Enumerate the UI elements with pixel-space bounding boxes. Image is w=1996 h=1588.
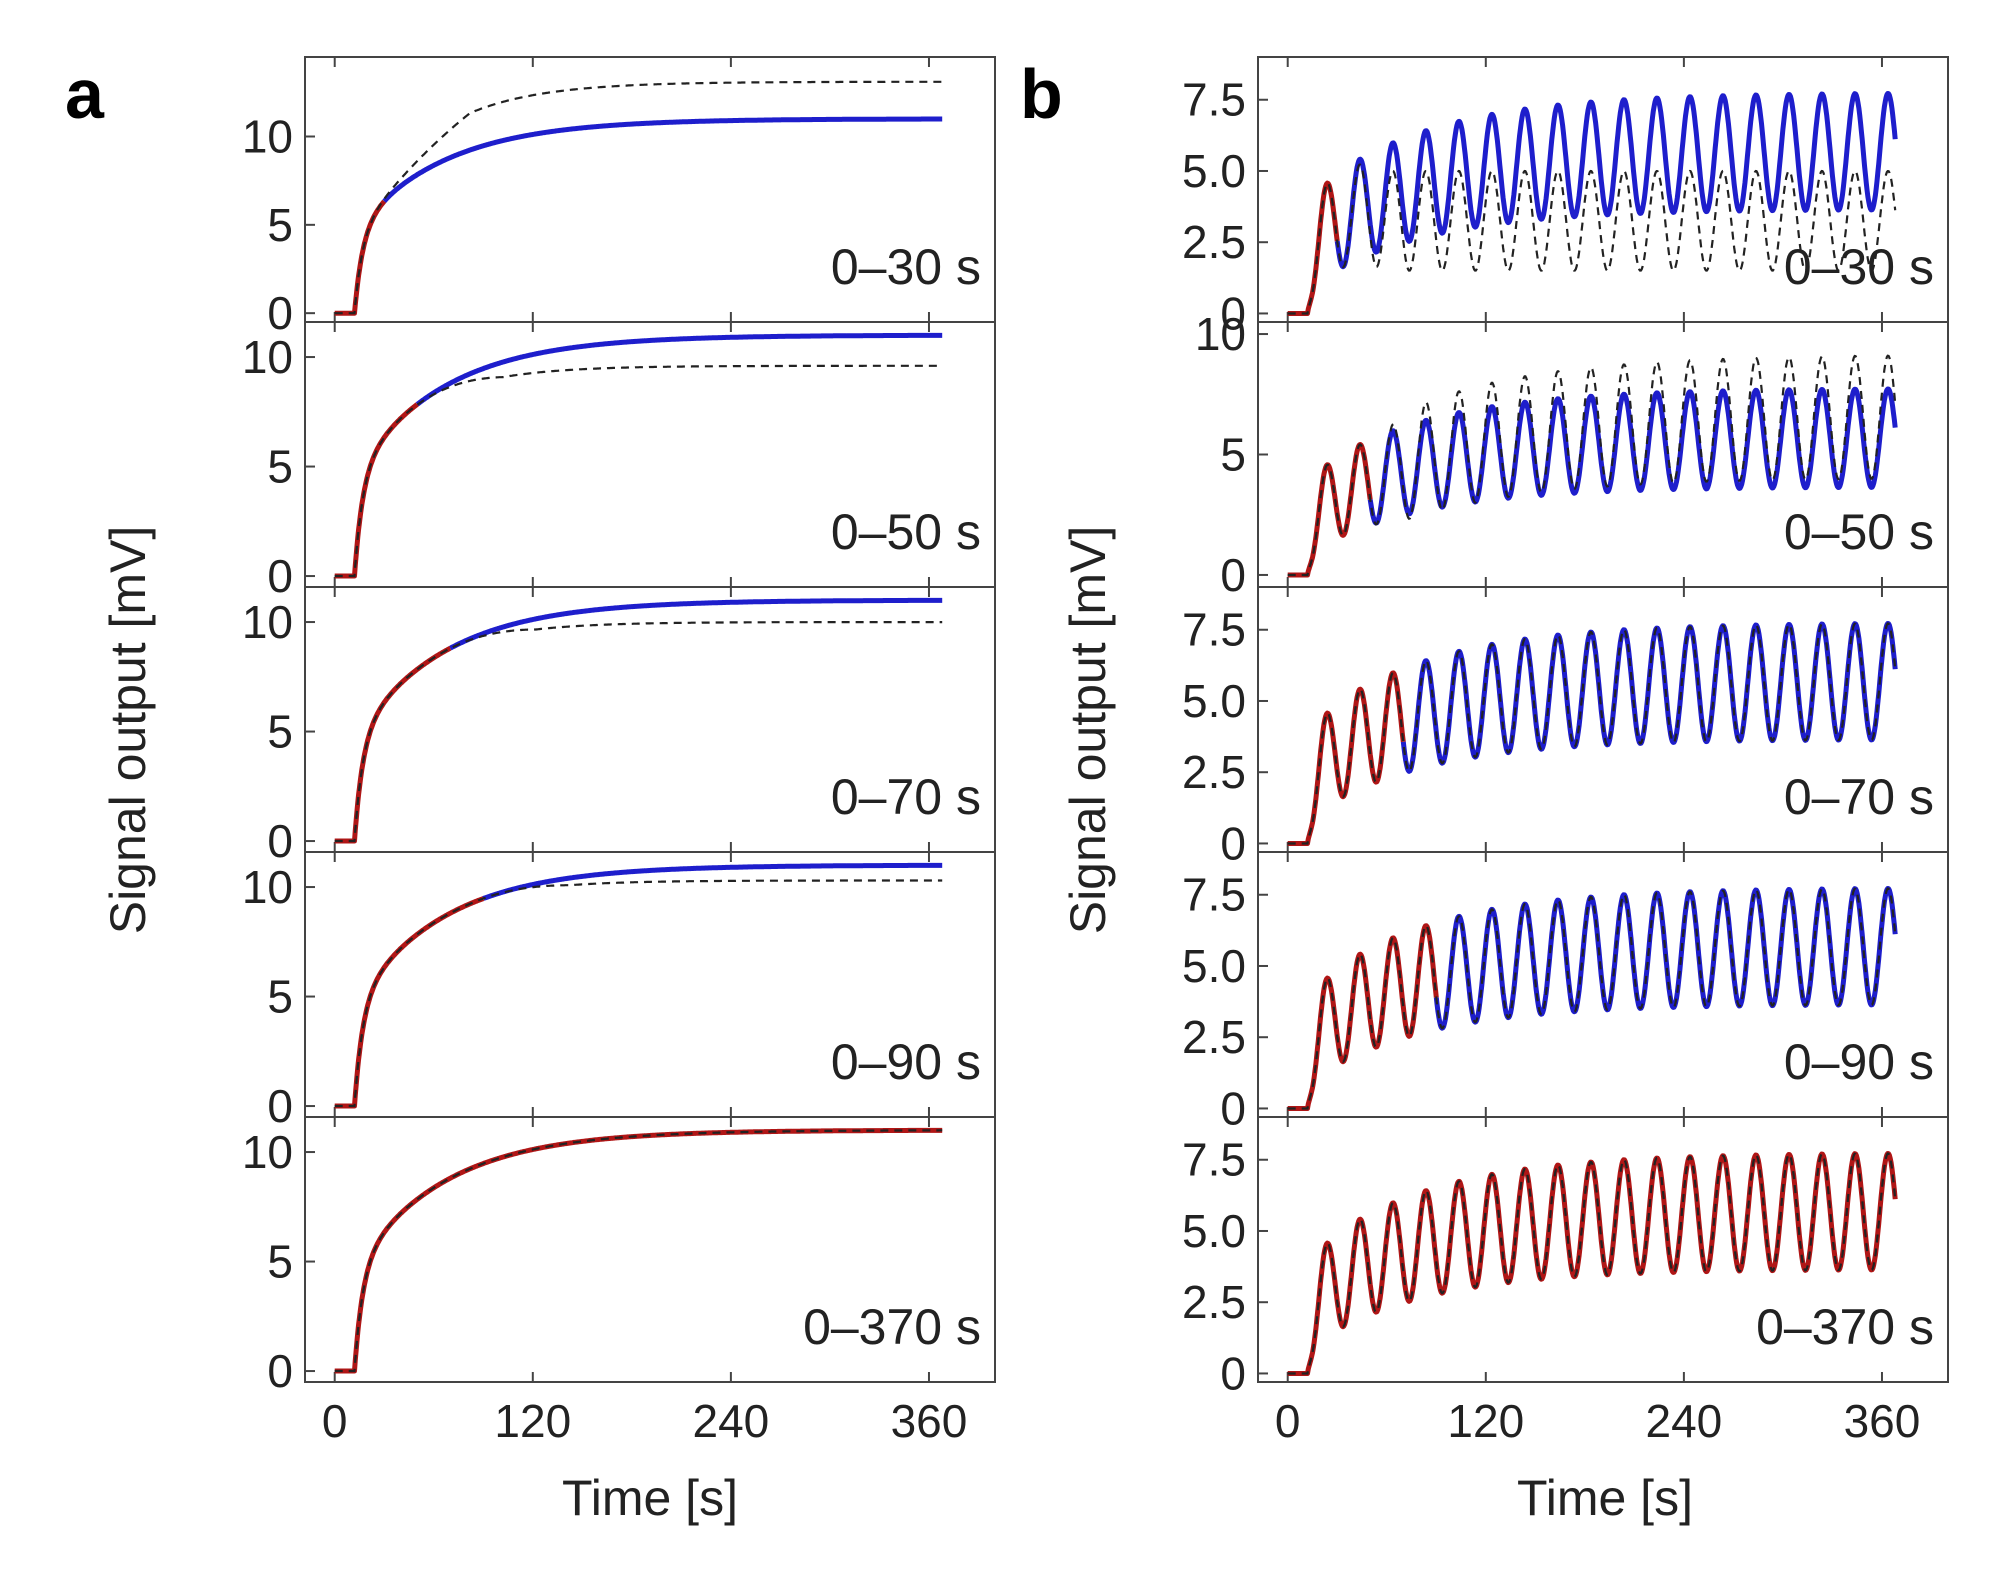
- range-label: 0–30 s: [1784, 239, 1934, 295]
- x-tick-label: 360: [891, 1395, 968, 1447]
- subplot-0-370: 0 5 10 0–370 s: [242, 1116, 996, 1397]
- range-label: 0–50 s: [831, 504, 981, 560]
- x-tick-label: 0: [1275, 1395, 1301, 1447]
- series-model-prediction: [1287, 887, 1897, 1110]
- y-tick-label: 5: [1220, 429, 1246, 481]
- y-tick-label: 5.0: [1182, 1205, 1246, 1257]
- series-measured-fit-range: [333, 402, 419, 579]
- y-tick-label: 7.5: [1182, 869, 1246, 921]
- subplot-0-30: 0 5 10 0–30 s: [242, 56, 996, 339]
- y-tick-label: 5: [267, 1236, 293, 1288]
- subplot-0-90: 0 5 10 0–90 s: [242, 851, 996, 1132]
- range-label: 0–90 s: [1784, 1034, 1934, 1090]
- panel-a-label: a: [65, 55, 105, 133]
- y-tick-label: 0: [1220, 549, 1246, 601]
- series-measured-beyond-fit: [448, 597, 944, 651]
- x-tick-label: 120: [1447, 1395, 1524, 1447]
- panel-b: 0 2.5 5.0 7.5 0–30 s 0 5 10 0–50 s 0 2.5 5.0 7.5 0–70…: [1182, 56, 1949, 1447]
- range-label: 0–70 s: [1784, 769, 1934, 825]
- series-model-prediction: [334, 879, 943, 1108]
- series-model-prediction: [334, 1129, 943, 1373]
- y-tick-label: 7.5: [1182, 604, 1246, 656]
- y-tick-label: 2.5: [1182, 1011, 1246, 1063]
- series-model-prediction: [334, 80, 943, 315]
- y-tick-label: 10: [242, 1126, 293, 1178]
- y-tick-label: 10: [1195, 308, 1246, 360]
- y-tick-label: 0: [267, 815, 293, 867]
- x-tick-label: 240: [1646, 1395, 1723, 1447]
- series-measured-fit-range: [333, 896, 485, 1109]
- y-tick-label: 0: [1220, 1082, 1246, 1134]
- subplot-0-90: 0 2.5 5.0 7.5 0–90 s: [1182, 851, 1949, 1134]
- series-measured-fit-range: [1286, 180, 1340, 316]
- y-tick-label: 10: [242, 331, 293, 383]
- series-model-prediction: [1287, 354, 1897, 577]
- y-tick-label: 2.5: [1182, 1276, 1246, 1328]
- series-measured-fit-range: [333, 645, 452, 844]
- panel-a-y-axis-title: Signal output [mV]: [100, 526, 156, 935]
- y-tick-label: 5.0: [1182, 940, 1246, 992]
- series-measured-fit-range: [1286, 670, 1406, 846]
- range-label: 0–90 s: [831, 1034, 981, 1090]
- range-label: 0–370 s: [803, 1299, 981, 1355]
- y-tick-label: 10: [242, 111, 293, 163]
- y-tick-label: 5.0: [1182, 145, 1246, 197]
- x-tick-label: 0: [322, 1395, 348, 1447]
- subplot-frame: [304, 1116, 996, 1383]
- y-tick-label: 0: [267, 1080, 293, 1132]
- y-tick-label: 0: [1220, 1347, 1246, 1399]
- series-measured-beyond-fit: [1367, 386, 1898, 526]
- y-tick-label: 2.5: [1182, 746, 1246, 798]
- y-tick-label: 0: [267, 550, 293, 602]
- y-tick-label: 7.5: [1182, 1134, 1246, 1186]
- series-measured-fit-range: [333, 199, 387, 316]
- panel-b-x-axis-title: Time [s]: [1517, 1470, 1693, 1526]
- panel-b-y-axis-title: Signal output [mV]: [1060, 526, 1116, 935]
- subplot-0-370: 0 2.5 5.0 7.5 0–370 s: [1182, 1116, 1949, 1399]
- y-tick-label: 10: [242, 861, 293, 913]
- subplot-0-70: 0 2.5 5.0 7.5 0–70 s: [1182, 586, 1949, 869]
- range-label: 0–50 s: [1784, 504, 1934, 560]
- y-tick-label: 5: [267, 441, 293, 493]
- range-label: 0–70 s: [831, 769, 981, 825]
- panel-b-label: b: [1020, 55, 1063, 133]
- series-measured-beyond-fit: [382, 116, 944, 204]
- series-model-prediction: [334, 364, 943, 578]
- y-tick-label: 5: [267, 706, 293, 758]
- series-model-prediction: [1287, 622, 1897, 845]
- subplot-0-50: 0 5 10 0–50 s: [1195, 308, 1949, 601]
- y-tick-label: 2.5: [1182, 216, 1246, 268]
- x-tick-label: 240: [693, 1395, 770, 1447]
- range-label: 0–30 s: [831, 239, 981, 295]
- y-tick-label: 0: [267, 1345, 293, 1397]
- x-tick-label: 120: [494, 1395, 571, 1447]
- y-tick-label: 7.5: [1182, 74, 1246, 126]
- series-measured-fit-range: [1286, 442, 1373, 578]
- series-measured-beyond-fit: [1400, 621, 1898, 774]
- series-measured-beyond-fit: [481, 862, 944, 901]
- series-measured-beyond-fit: [1334, 91, 1898, 270]
- subplot-0-50: 0 5 10 0–50 s: [242, 321, 996, 602]
- panel-a: 0 5 10 0–30 s 0 5 10 0–50 s 0 5 10 0–70 s 0 5 10 0–90 s…: [242, 56, 996, 1447]
- subplot-frame: [1257, 1116, 1949, 1383]
- x-tick-label: 360: [1844, 1395, 1921, 1447]
- series-model-prediction: [334, 621, 943, 843]
- panel-a-x-axis-title: Time [s]: [562, 1470, 738, 1526]
- range-label: 0–370 s: [1756, 1299, 1934, 1355]
- series-measured-beyond-fit: [415, 332, 944, 407]
- y-tick-label: 5: [267, 199, 293, 251]
- y-tick-label: 5: [267, 971, 293, 1023]
- subplot-0-70: 0 5 10 0–70 s: [242, 586, 996, 867]
- series-model-prediction: [1287, 1152, 1897, 1375]
- series-model-prediction: [1287, 163, 1897, 315]
- subplot-0-30: 0 2.5 5.0 7.5 0–30 s: [1182, 56, 1949, 339]
- y-tick-label: 0: [1220, 817, 1246, 869]
- y-tick-label: 0: [267, 287, 293, 339]
- y-tick-label: 10: [242, 596, 293, 648]
- y-tick-label: 0: [1220, 287, 1246, 339]
- y-tick-label: 5.0: [1182, 675, 1246, 727]
